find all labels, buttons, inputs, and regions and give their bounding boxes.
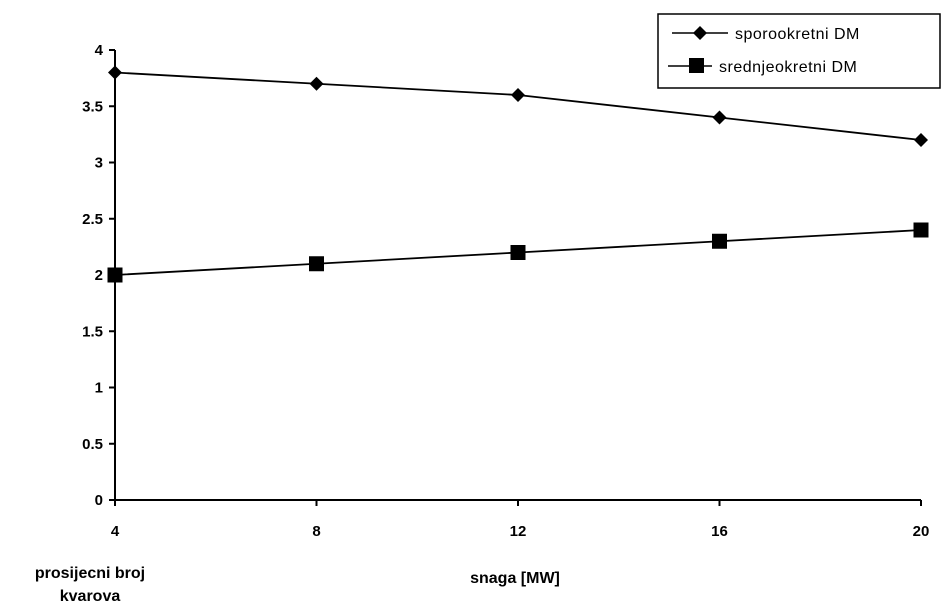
legend-label-srednjeokretni: srednjeokretni DM [719, 59, 857, 76]
data-point-square [712, 233, 727, 249]
legend-square-marker [689, 58, 704, 73]
legend-label-sporookretni: sporookretni DM [735, 26, 860, 43]
x-tick-label: 20 [913, 523, 930, 540]
data-point-diamond [712, 110, 727, 125]
legend-item-sporookretni: sporookretni DM [672, 26, 860, 43]
data-point-diamond [511, 88, 525, 102]
x-tick-label: 8 [312, 523, 320, 540]
legend-item-srednjeokretni: srednjeokretni DM [668, 58, 857, 76]
data-point-diamond [914, 133, 928, 147]
y-tick-label: 1 [95, 380, 103, 397]
legend: sporookretni DM srednjeokretni DM [657, 13, 941, 89]
y-tick-label: 4 [95, 42, 104, 59]
x-tick-label: 12 [510, 523, 527, 540]
y-tick-label: 3.5 [82, 98, 103, 115]
x-ticks: 4 8 12 16 20 [111, 500, 930, 540]
data-point-square [510, 245, 526, 260]
x-axis-title: snaga [MW] [470, 570, 560, 587]
y-axis-title-line-1: prosijecni broj [35, 565, 145, 582]
y-tick-label: 2.5 [82, 211, 103, 228]
y-ticks: 0 0.5 1 1.5 2 2.5 3 3.5 4 [82, 42, 115, 509]
data-point-square [913, 222, 929, 238]
y-tick-label: 1.5 [82, 323, 103, 340]
data-point-diamond [309, 76, 324, 91]
series-layer [107, 65, 929, 283]
data-point-diamond [108, 65, 122, 80]
y-axis-title-line-2: kvarova [60, 588, 121, 604]
data-point-square [107, 267, 123, 283]
y-tick-label: 0.5 [82, 436, 103, 453]
x-tick-label: 16 [711, 523, 728, 540]
y-tick-label: 3 [95, 155, 103, 172]
y-tick-label: 0 [95, 492, 103, 509]
legend-diamond-marker [693, 26, 707, 40]
data-point-square [309, 256, 324, 272]
axes [114, 50, 921, 501]
legend-box [657, 13, 941, 89]
x-tick-label: 4 [111, 523, 120, 540]
y-tick-label: 2 [95, 267, 103, 284]
